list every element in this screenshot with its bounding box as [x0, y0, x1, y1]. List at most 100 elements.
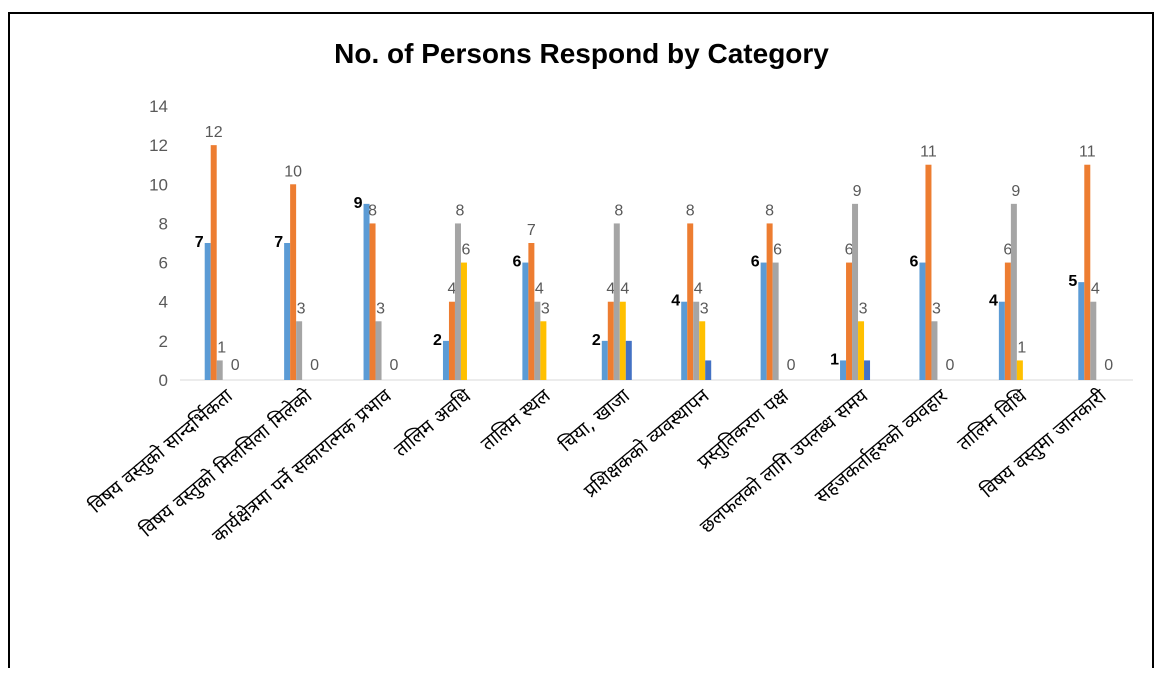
bar — [699, 321, 706, 380]
bar — [852, 203, 859, 380]
bar — [1016, 360, 1023, 380]
data-label: 8 — [614, 202, 623, 219]
bar — [204, 243, 211, 380]
bar — [613, 223, 620, 380]
data-label: 7 — [527, 222, 536, 239]
bar — [1010, 203, 1017, 380]
bar — [931, 321, 938, 380]
data-label: 9 — [354, 195, 363, 212]
bar — [460, 262, 467, 380]
y-tick-label: 8 — [159, 214, 168, 233]
data-label: 8 — [765, 202, 774, 219]
bar — [442, 340, 449, 380]
data-label: 4 — [989, 293, 998, 310]
data-label: 8 — [456, 202, 465, 219]
data-label: 4 — [620, 281, 629, 298]
bar — [687, 223, 694, 380]
bar — [369, 223, 376, 380]
bar — [540, 321, 547, 380]
data-label: 4 — [535, 281, 544, 298]
data-label: 3 — [376, 300, 385, 317]
data-label: 9 — [853, 183, 862, 200]
bar — [284, 243, 291, 380]
bar — [705, 360, 712, 380]
data-label: 6 — [751, 254, 760, 271]
bar — [864, 360, 871, 380]
data-label: 3 — [541, 300, 550, 317]
data-label: 4 — [1091, 281, 1100, 298]
data-label: 6 — [462, 242, 471, 259]
bar — [216, 360, 223, 380]
bar — [522, 262, 529, 380]
bar — [858, 321, 865, 380]
bar — [534, 301, 541, 380]
data-label: 4 — [694, 281, 703, 298]
data-label: 9 — [1011, 183, 1020, 200]
data-label: 1 — [1017, 339, 1026, 356]
category-label: तालिम विधि — [953, 384, 1032, 455]
data-label: 6 — [910, 254, 919, 271]
data-label: 4 — [448, 281, 457, 298]
data-label: 0 — [310, 357, 319, 374]
data-label: 3 — [700, 300, 709, 317]
bar — [528, 243, 535, 380]
bar — [363, 203, 370, 380]
bar — [601, 340, 608, 380]
category-label: विषय वस्तुको सान्दर्भिकता — [84, 384, 238, 519]
bar — [625, 340, 632, 380]
data-label: 2 — [433, 332, 442, 349]
bar — [296, 321, 303, 380]
data-label: 11 — [1079, 144, 1096, 161]
data-label: 1 — [830, 351, 839, 368]
bar — [681, 301, 688, 380]
bar — [619, 301, 626, 380]
data-label: 0 — [390, 357, 399, 374]
y-tick-label: 4 — [159, 293, 168, 312]
bar — [607, 301, 614, 380]
y-tick-label: 0 — [159, 371, 168, 390]
bar — [210, 145, 217, 380]
y-tick-label: 2 — [159, 332, 168, 351]
y-tick-label: 12 — [149, 136, 168, 155]
bar — [998, 301, 1005, 380]
bar — [1084, 164, 1091, 380]
data-label: 0 — [945, 357, 954, 374]
data-label: 6 — [773, 242, 782, 259]
data-label: 6 — [1003, 242, 1012, 259]
bar — [772, 262, 779, 380]
bar — [454, 223, 461, 380]
data-label: 7 — [195, 234, 204, 251]
data-label: 6 — [845, 242, 854, 259]
bar — [919, 262, 926, 380]
bar — [1078, 282, 1085, 380]
data-label: 2 — [592, 332, 601, 349]
bar — [290, 184, 297, 380]
data-label: 8 — [686, 202, 695, 219]
bar — [1090, 301, 1097, 380]
data-label: 6 — [512, 254, 521, 271]
data-label: 0 — [1104, 357, 1113, 374]
data-label: 12 — [205, 124, 223, 141]
bar — [375, 321, 382, 380]
data-label: 0 — [231, 357, 240, 374]
y-tick-label: 6 — [159, 254, 168, 273]
chart-title: No. of Persons Respond by Category — [334, 38, 829, 69]
data-label: 4 — [671, 293, 680, 310]
data-label: 3 — [859, 300, 868, 317]
bar — [846, 262, 853, 380]
data-label: 0 — [787, 357, 796, 374]
data-label: 10 — [284, 163, 302, 180]
data-label: 7 — [274, 234, 283, 251]
bar — [840, 360, 847, 380]
bar — [925, 164, 932, 380]
y-tick-label: 14 — [149, 97, 168, 116]
y-tick-label: 10 — [149, 175, 168, 194]
data-label: 3 — [932, 300, 941, 317]
category-label: तालिम स्थल — [476, 383, 555, 455]
bar — [1004, 262, 1011, 380]
category-label: चिया, खाजा — [554, 384, 634, 457]
data-label: 1 — [217, 339, 226, 356]
data-label: 11 — [920, 144, 937, 161]
category-label: तालिम अवधि — [389, 384, 475, 461]
